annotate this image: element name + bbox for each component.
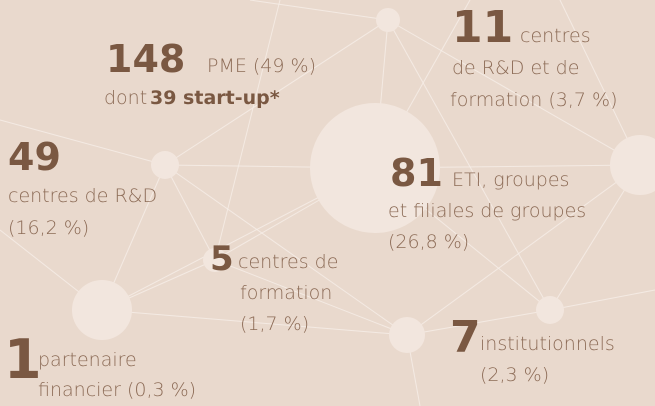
label: (16,2 %) bbox=[8, 217, 89, 239]
label: et filiales de groupes bbox=[388, 200, 586, 222]
figure: 7 bbox=[450, 312, 481, 363]
figure: 148 bbox=[106, 37, 185, 81]
label: (1,7 %) bbox=[240, 313, 309, 335]
label: formation (3,7 %) bbox=[450, 89, 618, 111]
label: institutionnels bbox=[480, 333, 615, 355]
label: formation bbox=[240, 282, 332, 304]
figure: 49 bbox=[8, 135, 61, 179]
label: PME (49 %) bbox=[207, 55, 316, 77]
label: centres de bbox=[238, 251, 338, 273]
label: (26,8 %) bbox=[388, 231, 469, 253]
label: de R&D et de bbox=[452, 57, 579, 79]
figure: 1 bbox=[4, 328, 42, 391]
label: (2,3 %) bbox=[480, 364, 549, 386]
label: dont bbox=[104, 87, 147, 109]
figure: 11 bbox=[452, 2, 513, 53]
figure: 81 bbox=[390, 151, 443, 195]
label: 39 start-up* bbox=[150, 87, 280, 109]
label: financier (0,3 %) bbox=[38, 379, 196, 401]
label: ETI, groupes bbox=[452, 169, 569, 191]
label: centres bbox=[520, 25, 591, 47]
label: centres de R&D bbox=[8, 185, 157, 207]
label: partenaire bbox=[38, 349, 137, 371]
figure: 5 bbox=[210, 239, 234, 279]
